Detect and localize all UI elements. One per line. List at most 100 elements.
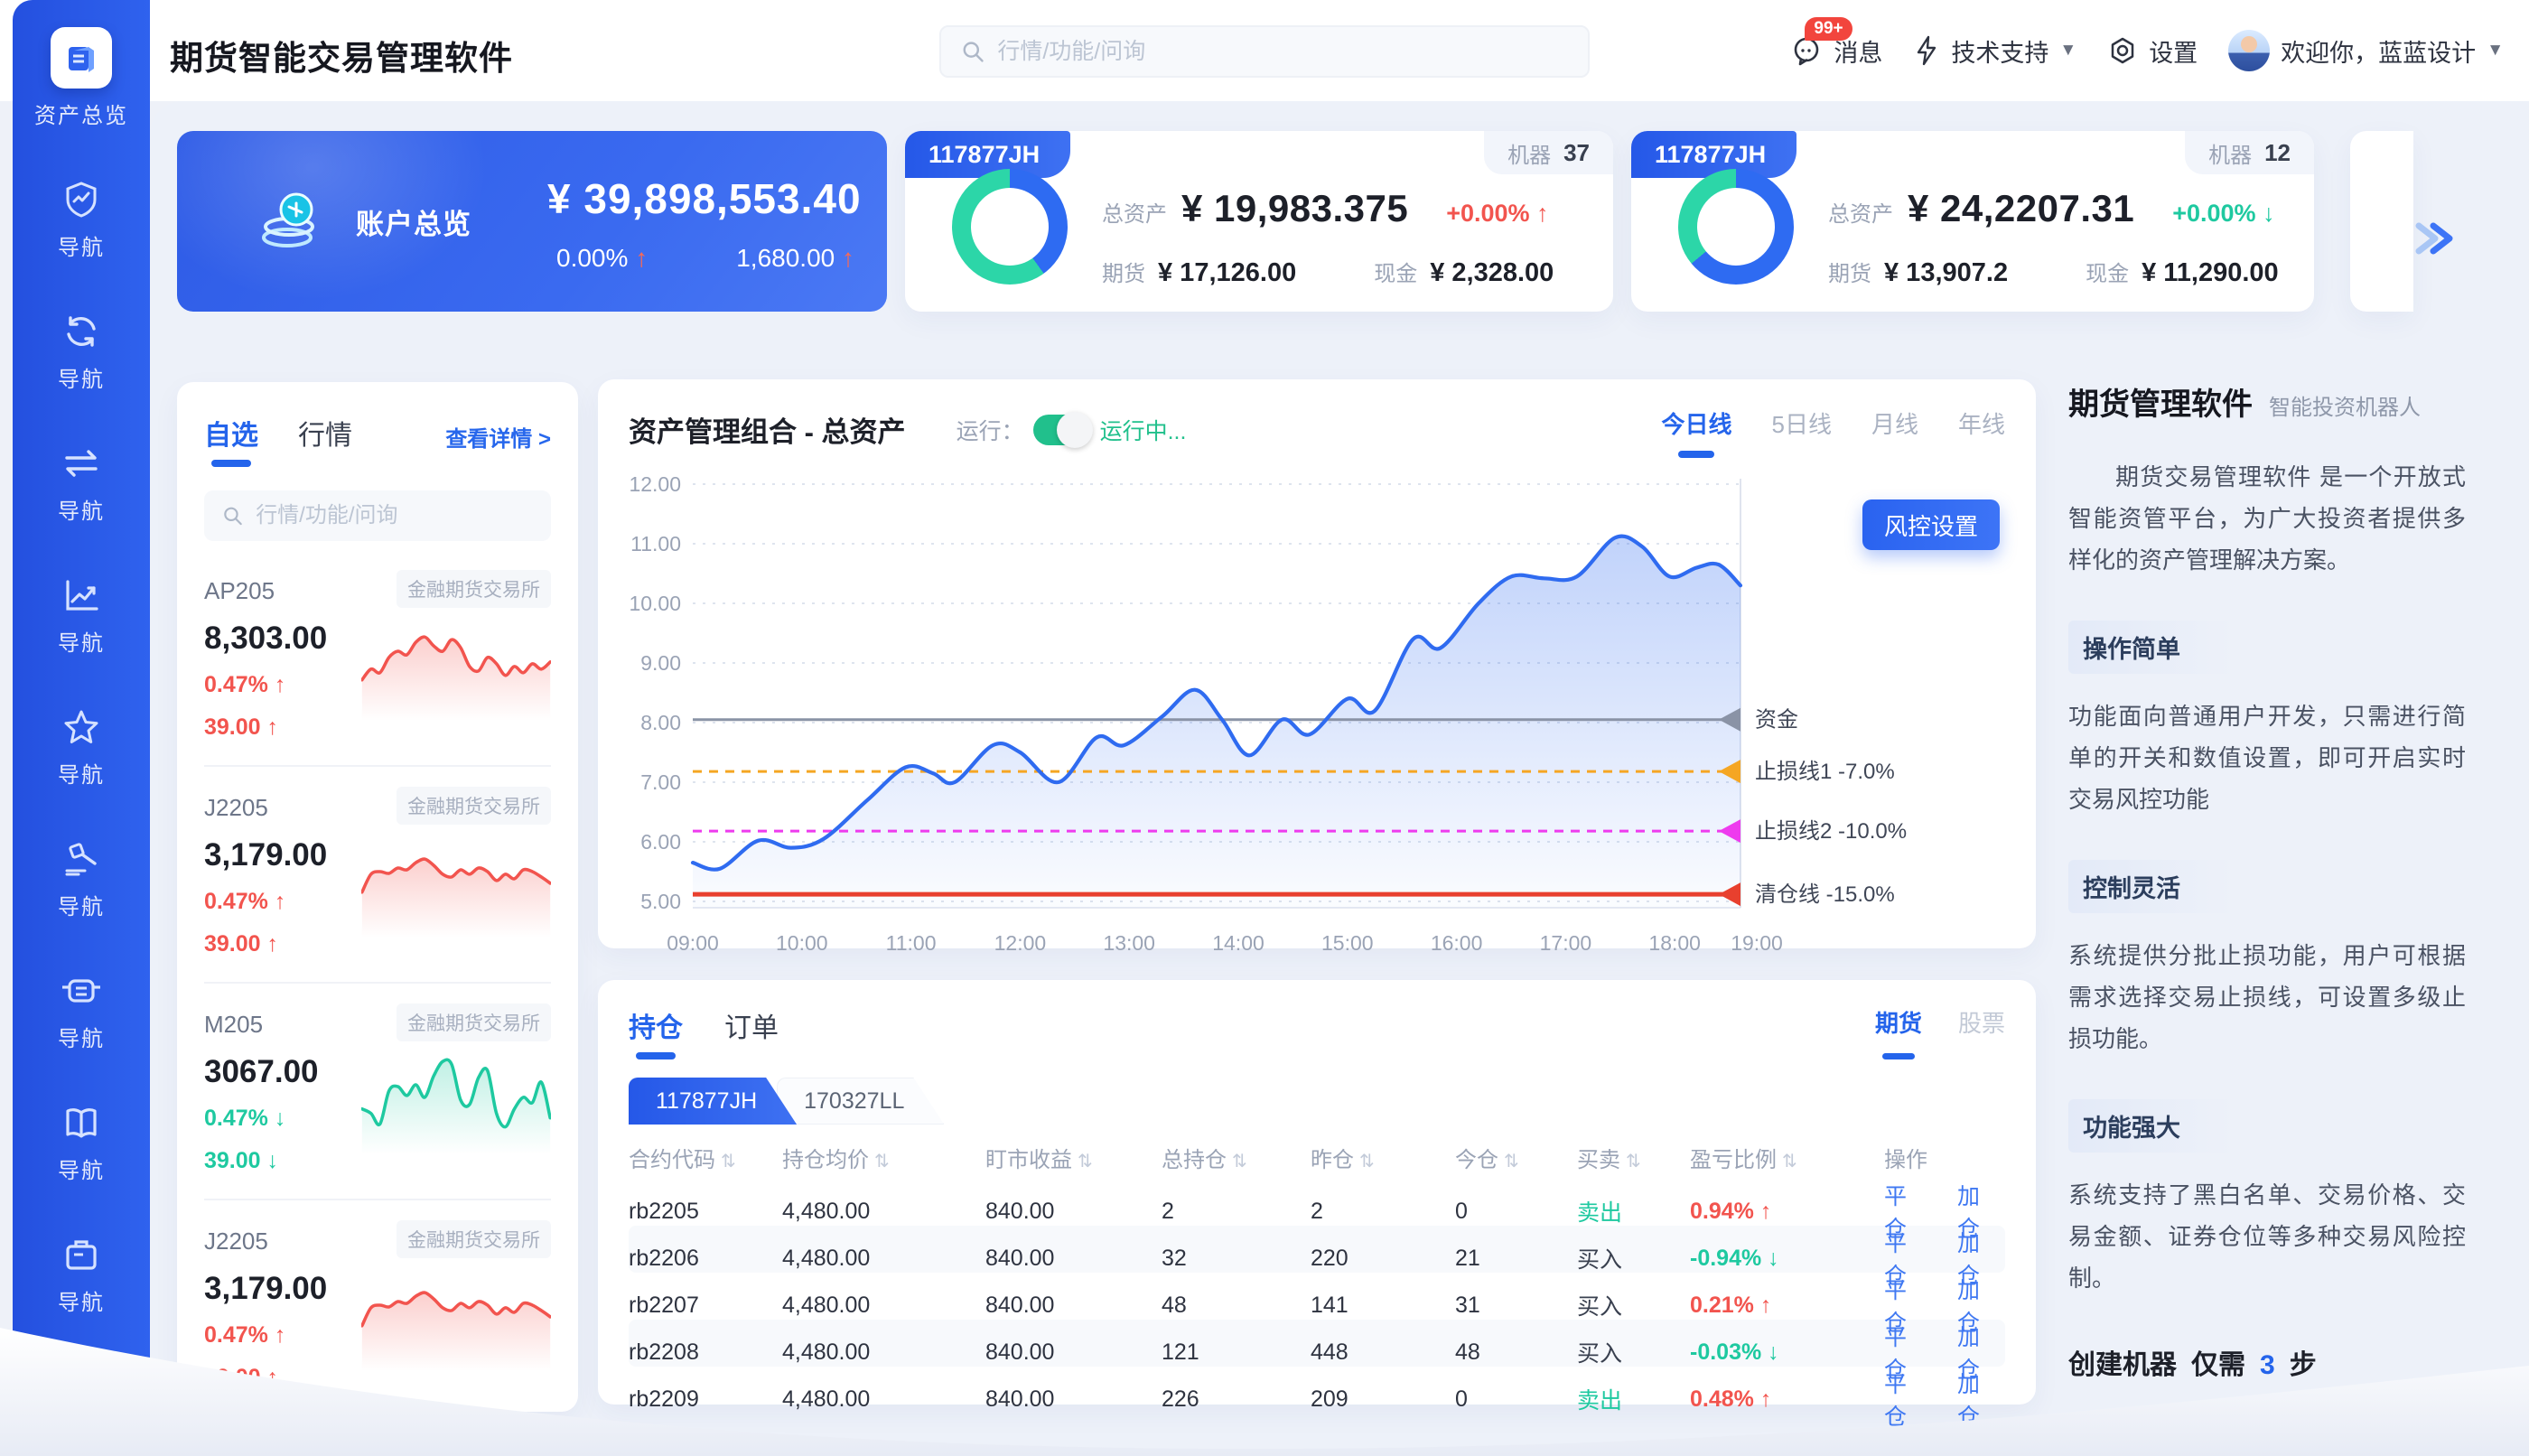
- global-search-input[interactable]: [997, 38, 1568, 65]
- feature-text: 系统支持了黑白名单、交易价格、交易金额、证券仓位等多种交易风险控制。: [2068, 1181, 2466, 1292]
- tab-positions[interactable]: 持仓: [629, 1005, 683, 1059]
- column-header[interactable]: 总持仓 ⇅: [1162, 1147, 1247, 1172]
- watchlist-item[interactable]: J2205 金融期货交易所 3,179.00 0.47% ↑ 39.00 ↑: [204, 1200, 551, 1412]
- price: 8,303.00: [204, 621, 328, 656]
- column-header[interactable]: 今仓 ⇅: [1455, 1147, 1519, 1172]
- change-pct: 0.47% ↑: [204, 1322, 286, 1348]
- sort-icon[interactable]: ⇅: [1504, 1151, 1519, 1171]
- close-position-link[interactable]: 平仓: [1884, 1278, 1908, 1336]
- dotted-arrow-icon: · ❯ ·: [2312, 1439, 2376, 1456]
- add-position-link[interactable]: 加仓: [1957, 1231, 1981, 1289]
- sort-icon[interactable]: ⇅: [1626, 1151, 1641, 1171]
- sidebar: 资产总览 导航 导航 导航 导航 导航 导航 导航 导航 导航: [13, 0, 150, 1456]
- futures-label: 期货: [1828, 262, 1871, 286]
- yesterday-position: 2: [1311, 1198, 1323, 1224]
- sort-icon[interactable]: ⇅: [1232, 1151, 1247, 1171]
- exchange-badge: 金融期货交易所: [397, 1003, 551, 1041]
- add-position-link[interactable]: 加仓: [1957, 1184, 1981, 1242]
- tab-orders[interactable]: 订单: [724, 1013, 779, 1043]
- add-position-link[interactable]: 加仓: [1957, 1278, 1981, 1336]
- view-details-link[interactable]: 查看详情 >: [445, 427, 551, 452]
- yesterday-position: 209: [1311, 1386, 1348, 1412]
- overview-total: ¥ 39,898,553.40: [547, 175, 862, 222]
- sort-icon[interactable]: ⇅: [1782, 1151, 1797, 1171]
- side: 买入: [1577, 1294, 1623, 1320]
- settings-label: 设置: [2149, 39, 2198, 67]
- watchlist-item[interactable]: M205 金融期货交易所 3067.00 0.47% ↓ 39.00 ↓: [204, 984, 551, 1200]
- close-position-link[interactable]: 平仓: [1884, 1184, 1908, 1242]
- watchlist-item[interactable]: J2205 金融期货交易所 3,179.00 0.47% ↑ 39.00 ↑: [204, 767, 551, 984]
- support-menu[interactable]: 技术支持 ▼: [1913, 33, 2076, 69]
- user-menu[interactable]: 欢迎你，蓝蓝设计 ▼: [2228, 30, 2504, 71]
- sort-icon[interactable]: ⇅: [1078, 1151, 1093, 1171]
- global-search[interactable]: [939, 25, 1590, 78]
- account-card[interactable]: 117877JH 机器 37 总资产 ¥ 19,983.375 +0.00% ↑ …: [905, 131, 1613, 312]
- sidebar-item-nav[interactable]: 导航: [58, 1102, 105, 1184]
- sidebar-item-nav[interactable]: 导航: [58, 838, 105, 920]
- column-header[interactable]: 盈亏比例 ⇅: [1690, 1147, 1797, 1172]
- watchlist-item[interactable]: AP205 金融期货交易所 8,303.00 0.47% ↑ 39.00 ↑: [204, 550, 551, 767]
- today-position: 0: [1455, 1198, 1468, 1224]
- sort-icon[interactable]: ⇅: [1359, 1151, 1375, 1171]
- close-position-link[interactable]: 平仓: [1884, 1372, 1908, 1430]
- sidebar-item-nav[interactable]: 导航: [58, 574, 105, 657]
- tab-watchlist[interactable]: 自选: [204, 413, 258, 467]
- run-label: 运行：: [956, 418, 1024, 444]
- sidebar-item-nav[interactable]: 导航: [58, 706, 105, 789]
- chart-period-tab[interactable]: 月线: [1871, 411, 1918, 438]
- chart-period-tab[interactable]: 5日线: [1771, 411, 1832, 438]
- next-cards-button[interactable]: [2410, 215, 2460, 266]
- sidebar-item-nav[interactable]: 导航: [58, 1234, 105, 1316]
- account-overview-card[interactable]: 账户总览 ¥ 39,898,553.40 0.00% ↑ 1,680.00 ↑: [177, 131, 887, 312]
- column-header[interactable]: 合约代码 ⇅: [629, 1147, 736, 1172]
- add-position-link[interactable]: 加仓: [1957, 1372, 1981, 1430]
- account-tab[interactable]: 117877JH: [629, 1078, 797, 1125]
- change-delta: 39.00 ↑: [204, 1365, 279, 1390]
- tab-futures[interactable]: 期货: [1875, 1005, 1922, 1059]
- sidebar-item-nav[interactable]: 导航: [58, 443, 105, 525]
- feature-badge: 功能强大: [2068, 1099, 2235, 1153]
- avg-price: 4,480.00: [782, 1245, 871, 1271]
- chart-title: 资产管理组合 - 总资产: [629, 416, 906, 448]
- settings-button[interactable]: 设置: [2107, 33, 2198, 69]
- account-tab[interactable]: 170327LL: [777, 1078, 944, 1125]
- messages-label: 消息: [1834, 39, 1883, 67]
- column-header[interactable]: 昨仓 ⇅: [1311, 1147, 1375, 1172]
- watchlist-search-input[interactable]: [256, 503, 533, 528]
- pnl-ratio: 0.21% ↑: [1690, 1292, 1772, 1318]
- column-header[interactable]: 持仓均价 ⇅: [782, 1147, 890, 1172]
- column-header[interactable]: 买卖 ⇅: [1577, 1147, 1641, 1172]
- tab-stocks[interactable]: 股票: [1957, 1010, 2005, 1037]
- price: 3,179.00: [204, 1271, 328, 1306]
- sort-icon[interactable]: ⇅: [721, 1151, 736, 1171]
- today-position: 0: [1455, 1386, 1468, 1412]
- svg-text:止损线1 -7.0%: 止损线1 -7.0%: [1755, 760, 1895, 784]
- shield-chart-icon: [61, 179, 102, 220]
- sort-icon[interactable]: ⇅: [874, 1151, 890, 1171]
- run-toggle[interactable]: [1032, 411, 1093, 448]
- sidebar-item-assets-overview[interactable]: 资产总览: [34, 27, 128, 129]
- watchlist-search[interactable]: [204, 490, 551, 541]
- mark-profit: 840.00: [985, 1198, 1055, 1224]
- avg-price: 4,480.00: [782, 1292, 871, 1318]
- sidebar-item-nav[interactable]: 导航: [58, 970, 105, 1052]
- avg-price: 4,480.00: [782, 1198, 871, 1224]
- column-header[interactable]: 盯市收益 ⇅: [985, 1147, 1093, 1172]
- lightning-icon: [1918, 35, 1936, 66]
- chart-period-tab[interactable]: 今日线: [1661, 406, 1731, 453]
- avg-price: 4,480.00: [782, 1339, 871, 1365]
- tab-quotes[interactable]: 行情: [298, 421, 352, 451]
- account-card[interactable]: 117877JH 机器 12 总资产 ¥ 24,2207.31 +0.00% ↓ …: [1631, 131, 2314, 312]
- sidebar-item-nav[interactable]: 导航: [58, 311, 105, 393]
- futures-value: ¥ 13,907.2: [1884, 258, 2009, 287]
- chart-period-tab[interactable]: 年线: [1957, 411, 2005, 438]
- sparkline-chart: [361, 635, 551, 721]
- risk-settings-button[interactable]: 风控设置: [1862, 499, 2000, 550]
- sidebar-item-nav[interactable]: 导航: [58, 179, 105, 261]
- close-position-link[interactable]: 平仓: [1884, 1231, 1908, 1289]
- messages-button[interactable]: 99+ 消息: [1790, 16, 1883, 69]
- chart-period-tabs: 今日线 5日线 月线 年线: [1661, 406, 2005, 453]
- cash-label: 现金: [2086, 262, 2130, 286]
- change-delta: 39.00 ↓: [204, 1148, 279, 1173]
- price: 3067.00: [204, 1054, 319, 1089]
